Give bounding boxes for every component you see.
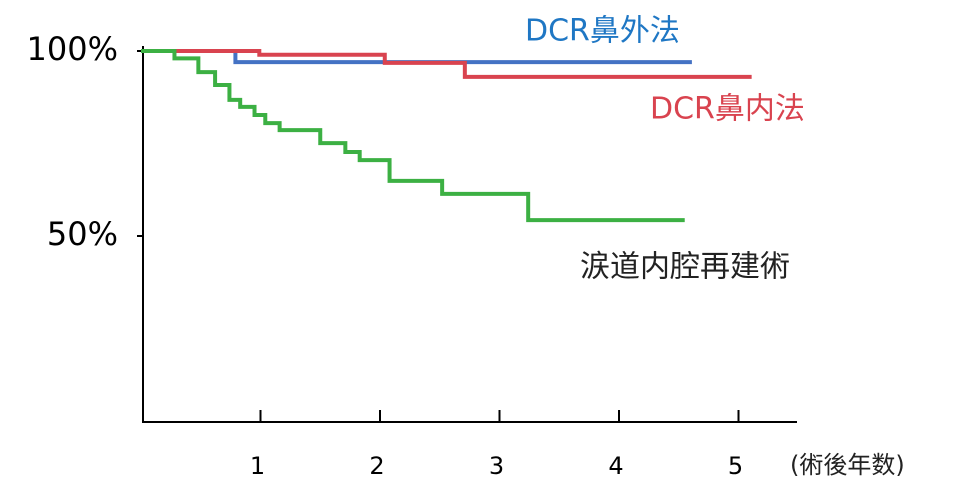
x-tick-label: 2 (369, 452, 384, 480)
series-label: 涙道内腔再建術 (580, 250, 790, 285)
survival-line (141, 49, 752, 79)
y-tick-label: 50% (47, 215, 118, 253)
x-tick-label: 1 (250, 452, 265, 480)
x-tick-label: 5 (728, 452, 743, 480)
survival-line (141, 49, 685, 223)
series-label: DCR鼻外法 (525, 14, 680, 49)
x-tick-label: 4 (608, 452, 623, 480)
series-label: DCR鼻内法 (650, 92, 805, 127)
x-axis-label: (術後年数) (790, 451, 905, 479)
x-tick-label: 3 (489, 452, 504, 480)
y-tick-label: 100% (27, 30, 118, 68)
